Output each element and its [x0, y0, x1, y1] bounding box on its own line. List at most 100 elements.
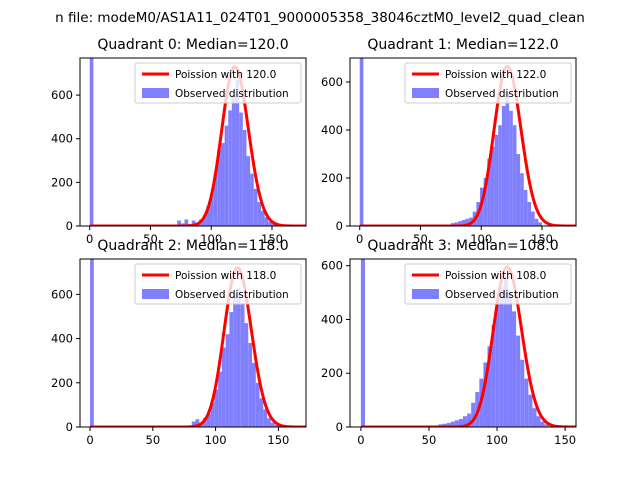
histogram-bar: [544, 424, 549, 427]
histogram-bar: [465, 218, 470, 226]
histogram-bar: [270, 422, 275, 427]
y-tick-label: 400: [321, 123, 343, 137]
x-tick-label: 150: [531, 232, 553, 246]
histogram-bar: [516, 154, 521, 226]
legend-hist-swatch: [142, 88, 169, 98]
histogram-bar: [246, 156, 251, 226]
histogram-bar: [524, 378, 529, 427]
poisson-fit-line: [89, 266, 306, 427]
legend: Poission with 118.0 Observed distribution: [134, 263, 302, 305]
y-tick-label: 0: [66, 219, 73, 233]
histogram-bar: [263, 409, 268, 427]
histogram-bar: [490, 146, 495, 226]
histogram-bar: [274, 424, 279, 427]
histogram-bar: [177, 220, 181, 226]
histogram-bar: [531, 211, 535, 226]
histogram-bar: [184, 219, 189, 226]
quadrant-3-chart: Quadrant 3: Median=108.0 0 50 100 150 0 200 400…: [321, 238, 577, 447]
histogram-bar: [458, 221, 462, 226]
histogram-bar: [471, 402, 476, 427]
x-tick-label: 100: [205, 433, 227, 447]
poisson-fit-line: [359, 64, 576, 226]
figure-suptitle: n file: modeM0/AS1A11_024T01_9000005358_…: [55, 10, 585, 26]
histogram-bar: [231, 95, 236, 226]
histogram-bar: [512, 311, 517, 427]
histogram-bar: [191, 220, 196, 226]
histogram-bar: [257, 202, 262, 226]
histogram-bar: [242, 130, 247, 226]
histogram-bar: [236, 287, 241, 427]
x-tick-label: 150: [554, 433, 576, 447]
histogram-bar: [491, 324, 496, 427]
legend-hist-label: Observed distribution: [445, 289, 559, 301]
y-tick-label: 600: [321, 75, 343, 89]
histogram-bar: [224, 125, 229, 226]
histogram-bar: [532, 408, 537, 427]
y-tick-label: 200: [51, 175, 73, 189]
x-tick-label: 50: [143, 232, 158, 246]
histogram-bar: [512, 125, 517, 226]
histogram-bar: [206, 413, 211, 427]
histogram-bar: [217, 149, 221, 226]
histogram-bar: [202, 215, 207, 226]
legend-hist-swatch: [142, 289, 169, 299]
histogram-bar: [90, 259, 94, 427]
y-tick-label: 0: [66, 420, 73, 434]
x-tick-label: 0: [86, 433, 93, 447]
histogram-bar: [359, 58, 364, 226]
histogram-bar: [516, 335, 521, 427]
x-tick-label: 50: [146, 433, 161, 447]
histogram-bar: [250, 173, 254, 226]
histogram-bar: [487, 158, 491, 226]
histogram-bar: [261, 210, 265, 226]
histogram-bar: [528, 394, 533, 427]
histogram-bar: [195, 419, 200, 427]
x-tick-label: 0: [357, 433, 364, 447]
legend-box: [134, 62, 302, 104]
histogram-bar: [255, 382, 260, 427]
legend: Poission with 122.0 Observed distribution: [404, 62, 572, 104]
histogram-bar: [240, 303, 245, 427]
histogram-bar: [271, 223, 276, 226]
histogram-bar: [538, 222, 542, 226]
legend: Poission with 108.0 Observed distribution: [404, 263, 572, 305]
histogram-bar: [268, 221, 272, 226]
quadrant-2-chart: Quadrant 2: Median=118.0 0 50 100 150 0 200 400…: [51, 238, 307, 447]
histogram-bar: [483, 178, 488, 226]
y-tick-label: 0: [336, 219, 343, 233]
legend-box: [134, 263, 302, 305]
legend-hist-label: Observed distribution: [175, 289, 289, 301]
x-tick-label: 50: [413, 232, 428, 246]
histogram-bar: [220, 143, 225, 226]
histogram-bar: [507, 292, 513, 427]
legend-box: [404, 62, 572, 104]
histogram-bar: [534, 218, 539, 226]
histogram-bar: [267, 418, 271, 427]
histogram-bar: [499, 287, 504, 427]
poisson-fit-line: [89, 65, 306, 226]
poisson-fit-line: [360, 265, 576, 427]
y-tick-label: 600: [321, 259, 343, 273]
histogram-bar: [454, 420, 459, 427]
axes-frame: [349, 258, 577, 428]
x-tick-label: 150: [267, 433, 289, 447]
histogram-bar: [206, 206, 211, 226]
histogram-bar: [225, 334, 230, 427]
histogram-bar: [498, 125, 502, 226]
histogram-bar: [218, 371, 222, 427]
histogram-bar: [523, 190, 528, 226]
histogram-bar: [214, 389, 219, 427]
histogram-bar: [487, 346, 492, 427]
y-tick-label: 400: [51, 132, 73, 146]
histogram-bar: [509, 110, 513, 226]
histogram-bar: [233, 294, 237, 427]
histogram-bar: [495, 303, 500, 427]
quadrant-0-title: Quadrant 0: Median=120.0: [97, 37, 288, 53]
legend-hist-swatch: [412, 289, 439, 299]
histogram-bar: [210, 193, 214, 226]
axes-frame: [349, 57, 577, 227]
legend-fit-label: Poission with 120.0: [175, 69, 276, 81]
quadrant-1-chart: Quadrant 1: Median=122.0 0 50 100 150 0 200 400…: [321, 37, 577, 246]
quadrant-3-title: Quadrant 3: Median=108.0: [367, 238, 558, 254]
